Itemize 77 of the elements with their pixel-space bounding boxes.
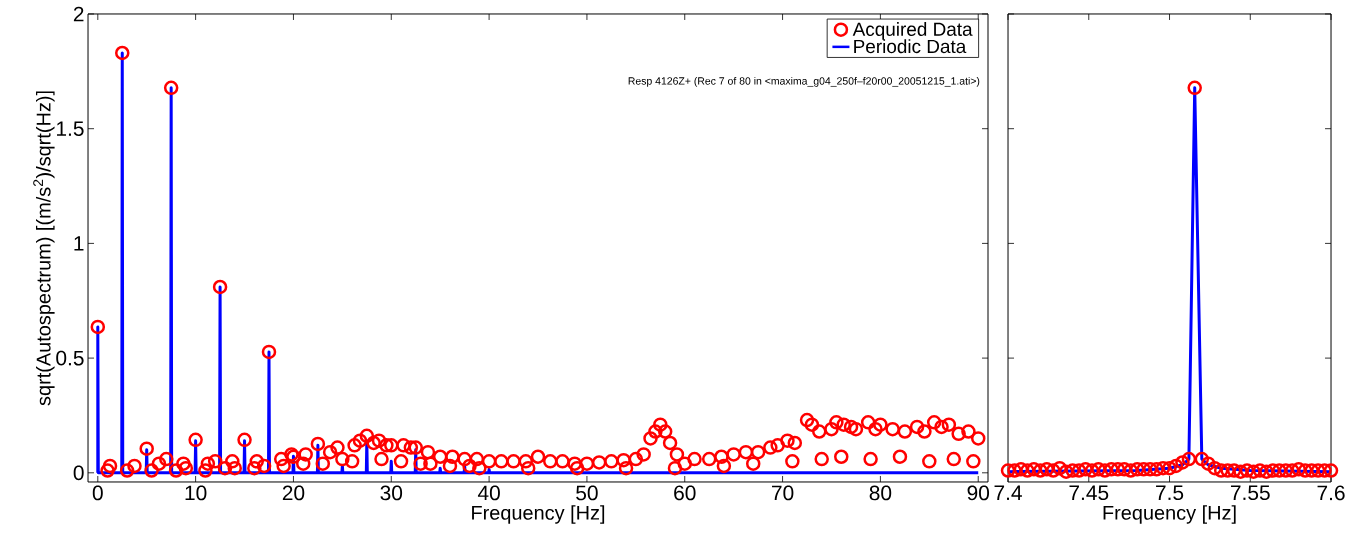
point — [1000, 463, 1016, 478]
x-tick-label: 10 — [185, 485, 207, 501]
point — [1304, 463, 1319, 478]
point — [1187, 80, 1202, 96]
y-tick-label: 0.5 — [56, 350, 84, 366]
x-tick-label: 0 — [92, 485, 103, 501]
point — [1181, 451, 1197, 467]
point — [1162, 460, 1177, 476]
point — [1310, 463, 1326, 478]
point — [1239, 463, 1255, 478]
x-axis-title: Frequency [Hz] — [1103, 505, 1236, 524]
point — [1110, 462, 1126, 477]
point — [1272, 463, 1287, 478]
point — [1226, 463, 1242, 478]
point — [1026, 462, 1042, 477]
y-tick-label: 0 — [73, 465, 84, 481]
point — [1104, 462, 1119, 477]
point — [1233, 464, 1248, 479]
point — [1136, 462, 1151, 477]
point — [1033, 463, 1048, 478]
point — [1007, 463, 1022, 478]
point — [1065, 463, 1080, 478]
point — [1039, 462, 1055, 477]
point — [1149, 462, 1164, 477]
y-tick-label: 1.5 — [57, 121, 84, 136]
x-tick-label: 7.55 — [1230, 485, 1270, 501]
point — [1252, 463, 1268, 478]
point — [1246, 464, 1261, 479]
x-tick-label: 40 — [477, 485, 500, 501]
point — [1213, 463, 1229, 478]
point — [1155, 460, 1171, 476]
point — [1045, 463, 1061, 478]
point — [1071, 463, 1087, 478]
point — [1285, 463, 1300, 478]
y-tick-label: 2 — [73, 6, 84, 22]
point — [1117, 462, 1132, 477]
x-tick-label: 7.45 — [1069, 485, 1109, 501]
x-axis-title: Frequency [Hz] — [472, 505, 605, 524]
point — [1317, 463, 1332, 478]
point — [1201, 456, 1216, 471]
x-tick-label: 7.5 — [1156, 485, 1184, 501]
point — [1168, 458, 1184, 474]
point — [1194, 451, 1210, 467]
point — [1129, 462, 1145, 477]
point — [1052, 460, 1067, 476]
point — [1175, 455, 1190, 470]
y-axis-title: sqrt(Autospectrum) [(m/s$^{2}$)/sqrt(Hz)] — [33, 91, 55, 406]
x-tick-label: 7.4 — [994, 485, 1022, 500]
point — [1207, 460, 1222, 476]
x-tick-label: 60 — [674, 485, 696, 501]
point — [1058, 464, 1074, 479]
x-tick-label: 80 — [869, 485, 892, 501]
legend-label: Periodic Data — [854, 39, 967, 54]
point — [1323, 463, 1339, 478]
x-tick-label: 90 — [967, 485, 990, 501]
point — [1259, 464, 1274, 479]
x-tick-label: 20 — [282, 485, 305, 501]
legend-label: Acquired Data — [852, 22, 973, 40]
point — [1084, 463, 1100, 478]
point — [1078, 462, 1093, 477]
x-tick-label: 70 — [772, 485, 794, 501]
point — [1020, 463, 1035, 478]
y-tick-label: 1 — [74, 236, 84, 251]
point — [1265, 463, 1281, 478]
point — [1220, 463, 1235, 478]
x-tick-label: 50 — [576, 485, 598, 501]
annotation: Resp 4126Z+ (Rec 7 of 80 in <maxima_g04_250f–f20r00_20051215_1.ati>) — [628, 76, 980, 87]
point — [1278, 463, 1294, 478]
x-tick-label: 30 — [380, 485, 403, 501]
point — [1297, 463, 1313, 478]
point — [1097, 463, 1113, 478]
point — [1123, 463, 1139, 478]
point — [1013, 462, 1029, 477]
point — [1291, 462, 1306, 477]
x-tick-label: 7.6 — [1317, 485, 1345, 501]
point — [1091, 462, 1106, 477]
point — [1142, 462, 1158, 477]
